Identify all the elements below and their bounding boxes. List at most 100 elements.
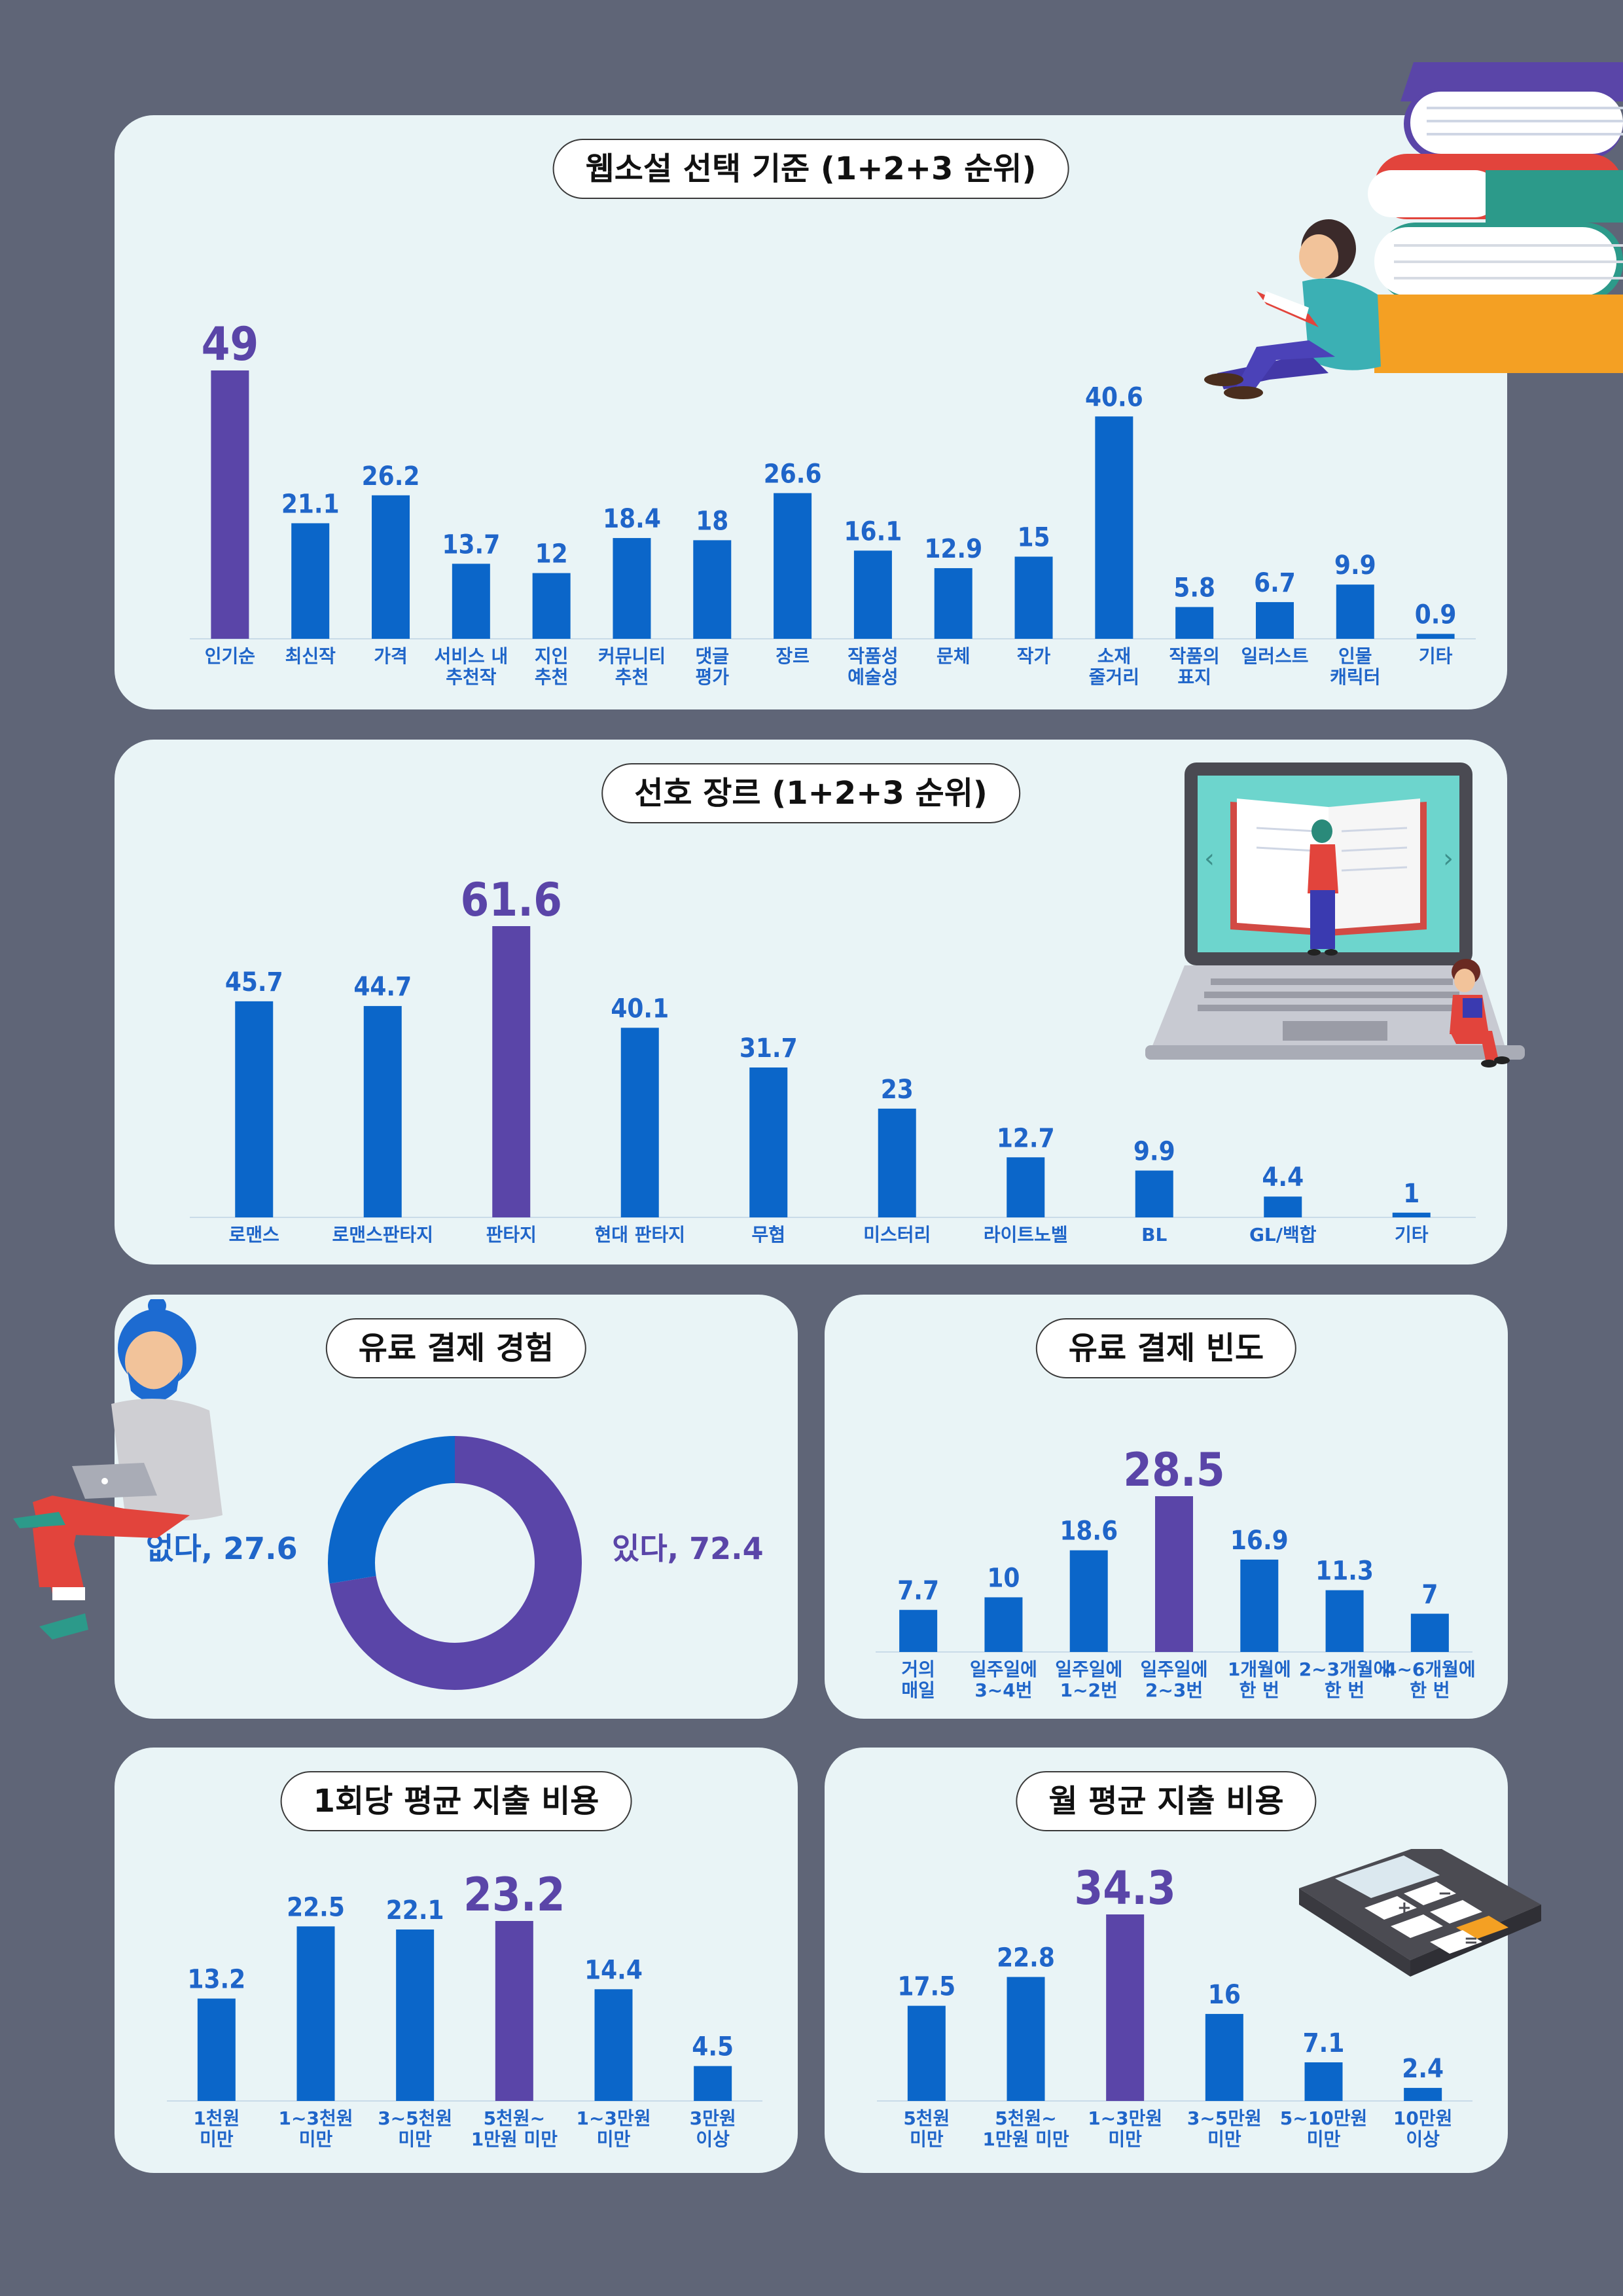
category-label: 매일 bbox=[901, 1679, 935, 1701]
svg-text:−: − bbox=[1438, 1884, 1452, 1903]
laptop-man-icon bbox=[13, 1299, 223, 1640]
data-label: 16.9 bbox=[1230, 1526, 1289, 1556]
donut-label-no: 없다, 27.6 bbox=[146, 1531, 298, 1566]
data-label: 13.2 bbox=[187, 1965, 245, 1995]
data-label: 44.7 bbox=[353, 972, 412, 1002]
category-label: 3만원 bbox=[690, 2108, 736, 2129]
bar bbox=[1304, 2062, 1343, 2101]
category-label: 3~5만원 bbox=[1187, 2108, 1262, 2129]
data-label: 9.9 bbox=[1334, 550, 1376, 581]
category-label: 기타 bbox=[1395, 1224, 1429, 1246]
category-label: 댓글 bbox=[696, 645, 730, 667]
data-label: 7 bbox=[1421, 1580, 1438, 1610]
category-label: 1개월에 bbox=[1228, 1659, 1291, 1680]
bar bbox=[853, 550, 892, 639]
bar bbox=[1007, 1977, 1045, 2101]
category-label: BL bbox=[1141, 1224, 1167, 1246]
category-label: 인물 bbox=[1338, 645, 1372, 667]
category-label: 가격 bbox=[374, 645, 408, 667]
bar bbox=[396, 1929, 435, 2101]
data-label: 5.8 bbox=[1173, 573, 1215, 603]
category-label: 미만 bbox=[200, 2128, 234, 2150]
bar bbox=[1014, 556, 1053, 639]
donut-slice bbox=[328, 1436, 455, 1584]
data-label: 61.6 bbox=[461, 873, 562, 927]
category-label: 10만원 bbox=[1393, 2108, 1453, 2129]
data-label: 7.7 bbox=[897, 1576, 939, 1606]
data-label: 21.1 bbox=[281, 489, 340, 519]
data-label: 23 bbox=[881, 1075, 914, 1105]
data-label: 12 bbox=[535, 539, 568, 569]
chart-per-use: 13.21천원미만22.51~3천원미만22.13~5천원미만23.25천원~1… bbox=[167, 1868, 762, 2150]
category-label: 평가 bbox=[696, 666, 730, 688]
category-label: 인기순 bbox=[205, 645, 255, 667]
category-label: 1~3천원 bbox=[279, 2108, 353, 2129]
data-label: 49 bbox=[202, 317, 259, 371]
category-label: 미만 bbox=[1207, 2128, 1241, 2150]
svg-text:+: + bbox=[1397, 1898, 1412, 1918]
data-label: 11.3 bbox=[1315, 1556, 1374, 1587]
donut-label-yes: 있다, 72.4 bbox=[612, 1531, 764, 1566]
data-label: 22.1 bbox=[386, 1895, 444, 1926]
data-label: 4.5 bbox=[692, 2032, 734, 2062]
data-label: 22.8 bbox=[997, 1943, 1055, 1973]
chart-title: 선호 장르 (1+2+3 순위) bbox=[601, 763, 1020, 823]
reading-person-icon bbox=[1204, 219, 1381, 399]
category-label: 로맨스 bbox=[229, 1224, 279, 1246]
data-label: 0.9 bbox=[1415, 600, 1457, 630]
category-label: 미만 bbox=[398, 2128, 432, 2150]
category-label: 줄거리 bbox=[1089, 666, 1139, 688]
bar bbox=[1106, 1914, 1145, 2101]
card-paid: 유료 결제 경험 없다, 27.6 있다, 72.4 bbox=[115, 1295, 798, 1719]
card-selection: 웹소설 선택 기준 (1+2+3 순위) 49 인기순 21.1 최신작 26.2 가격 1… bbox=[115, 115, 1507, 709]
category-label: 현대 판타지 bbox=[594, 1224, 685, 1246]
category-label: 3~5천원 bbox=[378, 2108, 452, 2129]
data-label: 9.9 bbox=[1133, 1136, 1175, 1166]
data-label: 22.5 bbox=[287, 1892, 345, 1922]
bar bbox=[613, 538, 651, 639]
category-label: 4~6개월에 bbox=[1384, 1659, 1476, 1680]
laptop-person-icon bbox=[1450, 959, 1510, 1067]
data-label: 17.5 bbox=[897, 1972, 955, 2002]
bar bbox=[1240, 1559, 1279, 1652]
bar bbox=[1095, 416, 1133, 639]
category-label: 미만 bbox=[1307, 2128, 1341, 2150]
bar bbox=[363, 1006, 402, 1217]
category-label: 문체 bbox=[936, 645, 971, 667]
bar bbox=[1392, 1212, 1431, 1217]
category-label: 작품성 bbox=[847, 645, 898, 667]
category-label: 최신작 bbox=[285, 645, 336, 667]
bar bbox=[197, 1998, 236, 2101]
chart-title: 유료 결제 빈도 bbox=[1035, 1318, 1297, 1378]
bar bbox=[1175, 607, 1214, 639]
chart-title: 웹소설 선택 기준 (1+2+3 순위) bbox=[552, 139, 1069, 199]
bar bbox=[1255, 601, 1294, 639]
category-label: 한 번 bbox=[1240, 1679, 1279, 1701]
svg-text:›: › bbox=[1443, 844, 1454, 874]
chart-title: 월 평균 지출 비용 bbox=[1016, 1771, 1317, 1831]
category-label: 무협 bbox=[751, 1224, 785, 1246]
bar bbox=[620, 1028, 659, 1217]
bar bbox=[291, 523, 330, 639]
data-label: 16.1 bbox=[844, 516, 902, 547]
bar bbox=[694, 2066, 732, 2101]
card-frequency: 유료 결제 빈도 7.7 거의 매일 10 일주일에 3~4번 18.6 일주일에 1~2번 28… bbox=[825, 1295, 1508, 1719]
calculator-icon: + − = bbox=[1299, 1849, 1541, 1977]
category-label: 지인 bbox=[535, 645, 569, 667]
chart-genre: 45.7 로맨스 44.7 로맨스판타지 61.6 판타지 40.1 현대 판타지 31.7 무협… bbox=[190, 873, 1476, 1246]
category-label: 표지 bbox=[1177, 666, 1211, 688]
category-label: 한 번 bbox=[1410, 1679, 1450, 1701]
bar bbox=[693, 540, 732, 639]
category-label: 5천원 bbox=[903, 2108, 950, 2129]
data-label: 13.7 bbox=[442, 529, 500, 560]
data-label: 23.2 bbox=[463, 1868, 565, 1922]
category-label: 커뮤니티 bbox=[598, 645, 666, 667]
data-label: 40.6 bbox=[1085, 382, 1143, 412]
category-label: 작품의 bbox=[1169, 645, 1220, 667]
donut-slice bbox=[329, 1436, 582, 1690]
data-label: 12.7 bbox=[997, 1123, 1055, 1153]
bar bbox=[296, 1926, 335, 2101]
bar bbox=[492, 926, 531, 1217]
bar bbox=[1325, 1590, 1364, 1652]
category-label: 로맨스판타지 bbox=[332, 1224, 433, 1246]
